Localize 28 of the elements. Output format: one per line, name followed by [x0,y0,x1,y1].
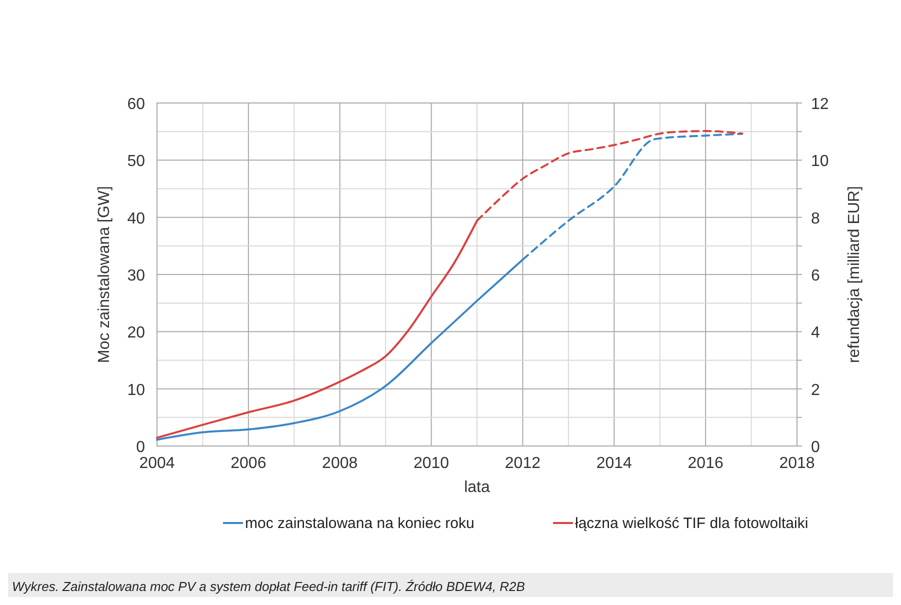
x-tick-label: 2008 [322,455,358,472]
y2-tick-label: 8 [811,210,820,228]
x-tick-label: 2012 [504,455,541,472]
x-tick-label: 2014 [596,455,632,472]
x-tick-label: 2018 [779,455,815,472]
y-tick-label: 10 [127,382,146,399]
y-tick-label: 20 [127,324,146,342]
y2-tick-label: 10 [811,153,829,170]
y-tick-label: 60 [127,96,146,113]
x-tick-label: 2010 [413,455,450,472]
legend-label: moc zainstalowana na koniec roku [245,515,474,532]
y2-tick-label: 2 [811,382,820,399]
y2-tick-label: 0 [811,439,820,456]
y2-tick-label: 4 [811,324,820,342]
text: Wykres. Zainstalowana moc PV a system dopłat Feed-in tariff (FIT). Źródło BDEW4, R2B [12,579,526,594]
y-tick-label: 30 [127,268,146,284]
x-tick-label: 2004 [139,455,175,472]
x-tick-label: 2006 [230,455,266,472]
y-tick-label: 0 [136,439,146,456]
y2-tick-label: 6 [811,268,820,284]
y2-tick-label: 12 [811,96,829,113]
y-tick-label: 40 [127,210,146,228]
y2-axis-title: refundacja [milliard EUR] [846,186,863,363]
legend-label: łączna wielkość TIF dla fotowoltaiki [575,515,808,532]
x-axis-title: lata [464,479,490,496]
x-tick-label: 2016 [688,455,724,472]
y-tick-label: 50 [127,153,146,170]
y-axis-title: Moc zainstalowana [GW] [96,186,113,363]
